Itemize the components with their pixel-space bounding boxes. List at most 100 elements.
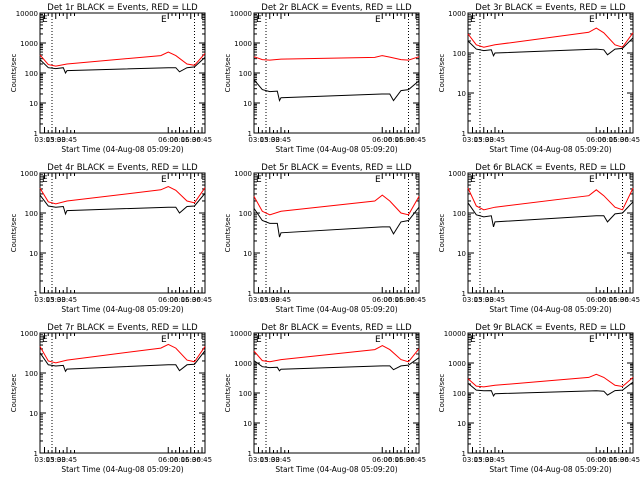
lld-series-line xyxy=(253,194,420,216)
y-tick-label: 100 xyxy=(25,70,38,78)
plot-frame xyxy=(467,172,634,294)
x-tick-label: 03:30 xyxy=(474,296,494,304)
events-series-line xyxy=(253,79,420,103)
x-tick-label: 03:30 xyxy=(46,296,66,304)
x-tick-label: 06:45 xyxy=(192,296,212,304)
plot-frame xyxy=(39,172,206,294)
marker-right-label: E xyxy=(375,175,381,185)
panel-title: Det 5r BLACK = Events, RED = LLD xyxy=(261,163,412,173)
x-tick-label: 06:45 xyxy=(406,456,426,464)
x-axis-label: Start Time (04-Aug-08 05:09:20) xyxy=(275,465,397,474)
y-tick-label: 10 xyxy=(457,420,466,428)
x-tick-label: 03:45 xyxy=(485,456,505,464)
y-tick-label: 10 xyxy=(457,250,466,258)
x-axis-label: Start Time (04-Aug-08 05:09:20) xyxy=(489,145,611,154)
x-tick-label: 06:30 xyxy=(181,136,201,144)
x-axis-label: Start Time (04-Aug-08 05:09:20) xyxy=(61,145,183,154)
x-tick-label: 03:15 xyxy=(248,456,268,464)
y-tick-label: 100 xyxy=(25,370,38,378)
y-tick-label: 1 xyxy=(34,290,38,298)
x-tick-label: 06:30 xyxy=(609,296,629,304)
y-tick-label: 100 xyxy=(453,210,466,218)
x-axis-label: Start Time (04-Aug-08 05:09:20) xyxy=(489,465,611,474)
x-tick-label: 06:15 xyxy=(383,456,403,464)
marker-right-label: E xyxy=(589,335,595,345)
y-tick-label: 1000 xyxy=(234,360,252,368)
y-tick-label: 1000 xyxy=(20,40,38,48)
lld-series-line xyxy=(39,185,206,205)
panel-title: Det 8r BLACK = Events, RED = LLD xyxy=(261,323,412,333)
x-tick-label: 03:15 xyxy=(34,296,54,304)
x-tick-label: 06:00 xyxy=(372,456,392,464)
x-tick-label: 06:30 xyxy=(181,296,201,304)
y-axis-label: Counts/sec xyxy=(224,214,232,253)
x-tick-label: 06:00 xyxy=(158,296,178,304)
lld-series-line xyxy=(39,51,206,67)
plot-frame xyxy=(253,12,420,134)
marker-right-label: E xyxy=(375,15,381,25)
y-tick-label: 1 xyxy=(248,290,252,298)
detector-panel: Det 1r BLACK = Events, RED = LLD 1 10 100 10… xyxy=(10,3,212,154)
x-axis-label: Start Time (04-Aug-08 05:09:20) xyxy=(61,465,183,474)
lld-series-line xyxy=(39,343,206,364)
events-series-line xyxy=(467,37,634,58)
x-tick-label: 06:30 xyxy=(395,296,415,304)
x-tick-label: 06:00 xyxy=(158,456,178,464)
y-tick-label: 10 xyxy=(29,410,38,418)
marker-right-label: E xyxy=(589,175,595,185)
y-tick-label: 10 xyxy=(457,90,466,98)
y-tick-label: 10000 xyxy=(230,10,252,18)
y-axis-label: Counts/sec xyxy=(224,374,232,413)
x-tick-label: 03:15 xyxy=(248,136,268,144)
x-tick-label: 03:45 xyxy=(485,136,505,144)
x-tick-label: 03:30 xyxy=(260,456,280,464)
x-tick-label: 03:15 xyxy=(462,456,482,464)
detector-panel: Det 6r BLACK = Events, RED = LLD 1 10 100 10… xyxy=(438,163,640,314)
detector-panel: Det 5r BLACK = Events, RED = LLD 1 10 100 10… xyxy=(224,163,426,314)
x-tick-label: 03:45 xyxy=(271,296,291,304)
y-tick-label: 1000 xyxy=(234,170,252,178)
y-tick-label: 1000 xyxy=(448,170,466,178)
y-tick-label: 10 xyxy=(29,250,38,258)
x-tick-label: 06:45 xyxy=(192,136,212,144)
marker-left-label: E xyxy=(42,335,48,345)
lld-series-line xyxy=(253,55,420,61)
plot-frame xyxy=(39,12,206,134)
y-tick-label: 10000 xyxy=(444,330,466,338)
x-tick-label: 06:30 xyxy=(395,456,415,464)
x-tick-label: 06:15 xyxy=(169,456,189,464)
y-tick-label: 1 xyxy=(248,130,252,138)
lld-series-line xyxy=(467,187,634,211)
x-tick-label: 03:15 xyxy=(462,296,482,304)
x-tick-label: 06:00 xyxy=(372,136,392,144)
x-tick-label: 03:15 xyxy=(462,136,482,144)
plot-frame xyxy=(467,12,634,134)
x-tick-label: 06:30 xyxy=(609,456,629,464)
y-tick-label: 100 xyxy=(453,390,466,398)
x-tick-label: 03:45 xyxy=(57,456,77,464)
panel-title: Det 6r BLACK = Events, RED = LLD xyxy=(475,163,626,173)
lld-series-line xyxy=(253,345,420,363)
y-axis-label: Counts/sec xyxy=(10,214,18,253)
x-tick-label: 06:00 xyxy=(372,296,392,304)
x-tick-label: 03:15 xyxy=(248,296,268,304)
x-tick-label: 06:45 xyxy=(620,136,640,144)
plot-frame xyxy=(253,332,420,454)
detector-panel: Det 4r BLACK = Events, RED = LLD 1 10 100 10… xyxy=(10,163,212,314)
marker-right-label: E xyxy=(161,175,167,185)
y-tick-label: 10000 xyxy=(16,10,38,18)
x-tick-label: 06:15 xyxy=(597,456,617,464)
y-tick-label: 1 xyxy=(462,130,466,138)
x-tick-label: 06:30 xyxy=(609,136,629,144)
events-series-line xyxy=(253,357,420,372)
y-tick-label: 1000 xyxy=(448,360,466,368)
y-tick-label: 1 xyxy=(248,450,252,458)
panel-title: Det 1r BLACK = Events, RED = LLD xyxy=(47,3,198,13)
y-tick-label: 10 xyxy=(243,100,252,108)
marker-left-label: E xyxy=(42,175,48,185)
marker-left-label: E xyxy=(256,335,262,345)
panel-title: Det 7r BLACK = Events, RED = LLD xyxy=(47,323,198,333)
x-tick-label: 03:45 xyxy=(57,296,77,304)
panel-title: Det 3r BLACK = Events, RED = LLD xyxy=(475,3,626,13)
